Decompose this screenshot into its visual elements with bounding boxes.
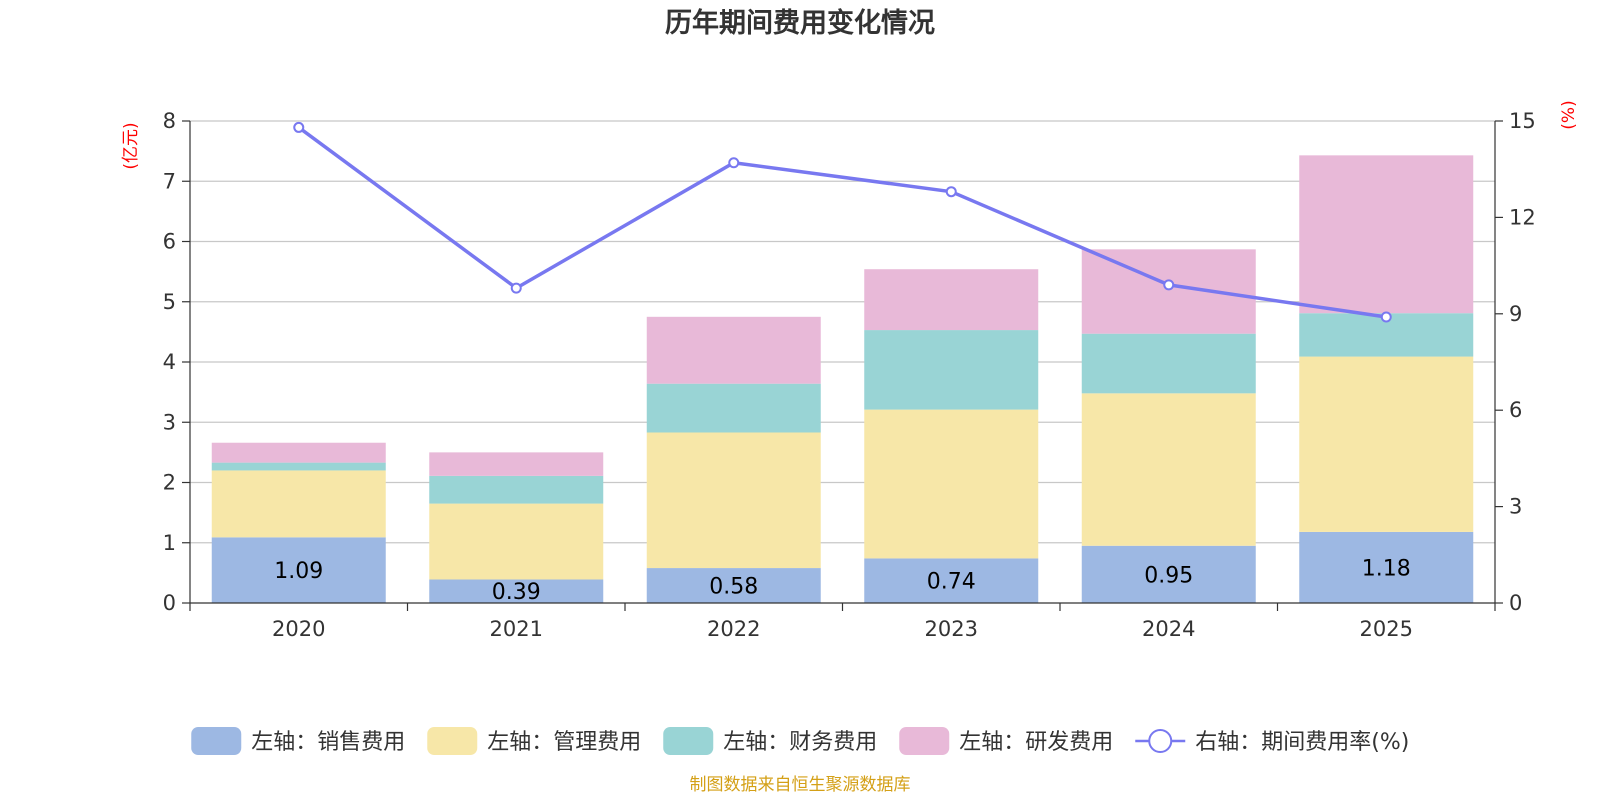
- bar-segment: [864, 330, 1039, 410]
- bar-value-label: 1.09: [274, 559, 323, 584]
- legend-swatch: [899, 727, 950, 755]
- bar-segment: [429, 503, 604, 580]
- bar-segment: [211, 462, 386, 471]
- right-axis-tick-label: 9: [1509, 302, 1522, 326]
- x-axis-tick-label: 2022: [707, 617, 760, 641]
- x-axis-tick-label: 2025: [1360, 617, 1413, 641]
- x-axis-tick-label: 2020: [272, 617, 325, 641]
- bars: [211, 155, 1474, 603]
- bar-segment: [646, 383, 821, 433]
- bar-value-labels: 1.09 0.39 0.58 0.74 0.95 1.18: [274, 556, 1410, 605]
- rate-line-series: [293, 121, 1392, 323]
- x-axis-tick-label: 2024: [1142, 617, 1195, 641]
- rate-point: [945, 186, 957, 198]
- left-axis-tick-label: 4: [163, 350, 176, 374]
- bar-value-label: 0.39: [492, 580, 541, 605]
- x-axis-tick-label: 2021: [490, 617, 543, 641]
- bar-segment: [211, 470, 386, 538]
- bar-segment: [1081, 333, 1256, 394]
- bar-segment: [1081, 545, 1256, 603]
- left-axis-tick-label: 0: [163, 591, 176, 615]
- legend-label: 左轴：销售费用: [251, 730, 405, 755]
- rate-point: [728, 157, 740, 169]
- legend-swatch: [663, 727, 714, 755]
- legend-label: 右轴：期间费用率(%): [1195, 730, 1409, 755]
- bar-segment: [1081, 393, 1256, 546]
- bar-segment: [1081, 249, 1256, 334]
- legend-swatch: [427, 727, 478, 755]
- bar-value-label: 0.58: [709, 575, 758, 600]
- legend-label: 左轴：财务费用: [723, 730, 877, 755]
- left-axis-tick-label: 7: [163, 169, 176, 193]
- legend-label: 左轴：管理费用: [487, 730, 641, 755]
- left-axis-tick-label: 5: [163, 290, 176, 314]
- x-axis-tick-label: 2023: [925, 617, 978, 641]
- bar-segment: [211, 442, 386, 463]
- bar-segment: [1299, 531, 1474, 603]
- rate-point: [1380, 311, 1392, 323]
- bar-value-label: 0.74: [927, 570, 976, 595]
- right-axis-tick-label: 6: [1509, 398, 1522, 422]
- bar-segment: [864, 409, 1039, 559]
- source-note: 制图数据来自恒生聚源数据库: [690, 775, 911, 795]
- bar-segment: [646, 316, 821, 384]
- bar-segment: [864, 269, 1039, 331]
- bar-value-label: 1.18: [1362, 556, 1411, 581]
- left-axis-tick-label: 2: [163, 471, 176, 495]
- legend: 左轴：销售费用 左轴：管理费用 左轴：财务费用 左轴：研发费用 右轴：期间费用率(%): [191, 727, 1409, 755]
- left-axis-tick-label: 1: [163, 531, 176, 555]
- bar-value-label: 0.95: [1144, 563, 1193, 588]
- legend-circle-marker: [1148, 729, 1173, 753]
- right-axis-tick-label: 0: [1509, 591, 1522, 615]
- left-axis-unit: (亿元): [121, 122, 141, 169]
- right-axis-unit: (%): [1559, 100, 1579, 129]
- rate-point: [293, 121, 305, 133]
- bar-segment: [429, 579, 604, 603]
- right-axis-tick-label: 15: [1509, 109, 1536, 133]
- left-axis-tick-label: 8: [163, 109, 176, 133]
- bar-segment: [646, 432, 821, 569]
- rate-line: [297, 126, 1387, 319]
- bar-segment: [646, 568, 821, 603]
- chart-title: 历年期间费用变化情况: [665, 7, 935, 39]
- bar-segment: [429, 475, 604, 504]
- rate-point: [1163, 279, 1175, 291]
- gridlines: [190, 120, 1495, 544]
- bar-segment: [1299, 356, 1474, 532]
- left-axis-tick-label: 3: [163, 410, 176, 434]
- bar-segment: [429, 452, 604, 476]
- bar-segment: [864, 558, 1039, 603]
- legend-swatch: [191, 727, 242, 755]
- right-axis-tick-label: 3: [1509, 495, 1522, 519]
- left-axis-tick-label: 6: [163, 230, 176, 254]
- rate-point: [510, 282, 522, 294]
- bar-segment: [211, 537, 386, 603]
- legend-label: 左轴：研发费用: [959, 730, 1113, 755]
- bar-segment: [1299, 155, 1474, 314]
- right-axis-tick-label: 12: [1509, 205, 1536, 229]
